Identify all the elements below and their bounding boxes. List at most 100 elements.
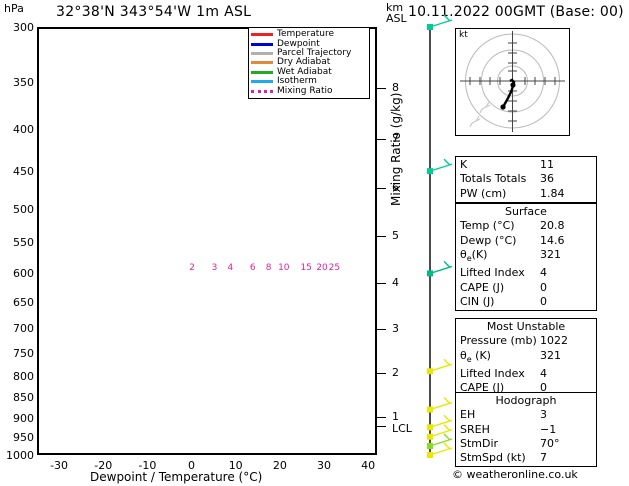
wind-barb-975 — [429, 433, 453, 447]
stat-row: PW (cm) 1.84 — [456, 187, 596, 201]
height-tick-7: 7 — [392, 131, 399, 145]
pressure-axis-unit: hPa — [4, 2, 24, 15]
legend-label: Isotherm — [277, 76, 317, 87]
mixing-ratio-axis-title: Mixing Ratio (g/kg) — [389, 92, 403, 206]
hodograph-panel[interactable]: kt — [455, 28, 570, 136]
legend-swatch-icon — [251, 51, 273, 55]
stat-row: θe (K) 321 — [456, 349, 596, 367]
height-axis-unit-line2: ASL — [386, 12, 407, 25]
stat-value: 3 — [540, 408, 547, 422]
pressure-tick-900: 900 — [13, 411, 34, 425]
page-title: 32°38'N 343°54'W 1m ASL — [56, 4, 252, 20]
stat-row: StmSpd (kt) 7 — [456, 451, 596, 465]
height-tick-8: 8 — [392, 80, 399, 94]
mixing-ratio-label-20: 20 — [316, 263, 328, 274]
stat-value: −1 — [540, 422, 557, 436]
legend-label: Mixing Ratio — [277, 85, 333, 96]
mixing-ratio-label-6: 6 — [249, 263, 256, 274]
stat-label: PW (cm) — [460, 186, 507, 200]
height-axis-unit-line1: km — [386, 1, 404, 14]
temperature-tick-20: 20 — [272, 459, 287, 472]
mixing-ratio-label-25: 25 — [328, 263, 341, 274]
stat-row: Lifted Index 4 — [456, 266, 596, 280]
stat-label: CIN (J) — [460, 294, 495, 308]
stat-value: 14.6 — [540, 233, 565, 247]
legend-item-mixing-ratio: Mixing Ratio — [251, 86, 366, 95]
stat-label: θe(K) — [460, 247, 488, 264]
stat-value: 70° — [540, 436, 560, 450]
stat-value: 11 — [540, 158, 554, 171]
pressure-tick-750: 750 — [13, 346, 34, 360]
legend-item-parcel-trajectory: Parcel Trajectory — [251, 47, 366, 58]
legend-label: Parcel Trajectory — [277, 47, 352, 58]
stat-value: 1022 — [540, 334, 568, 348]
stat-value: 36 — [540, 172, 554, 186]
mixing-ratio-label-4: 4 — [227, 263, 234, 274]
stat-row: Lifted Index 4 — [456, 367, 596, 381]
stat-label: SREH — [460, 422, 490, 436]
pressure-tick-1000: 1000 — [6, 449, 34, 462]
legend-label: Dewpoint — [277, 38, 320, 49]
stat-label: StmDir — [460, 436, 499, 450]
height-tick-mark-5 — [377, 236, 386, 238]
stat-label: Pressure (mb) — [460, 334, 537, 348]
mixing-ratio-label-8: 8 — [265, 263, 272, 274]
surface-panel: Surface Temp (°C) 20.8 Dewp (°C) 14.6 θe(K) 32… — [455, 203, 597, 312]
temperature-tick-40: 40 — [361, 459, 376, 472]
wind-barb-925 — [429, 414, 453, 428]
stat-value: 0 — [540, 381, 547, 395]
mixing-ratio-label-10: 10 — [278, 263, 290, 274]
legend-swatch-icon — [251, 70, 273, 74]
hodograph-canvas — [460, 31, 565, 132]
temperature-tick-0: 0 — [188, 459, 196, 472]
stat-row: StmDir 70° — [456, 437, 596, 451]
height-tick-mark-4 — [377, 282, 386, 284]
stat-row: SREH −1 — [456, 423, 596, 437]
height-tick-mark-6 — [377, 187, 386, 189]
date-title: 10.11.2022 00GMT (Base: 00) — [408, 4, 624, 20]
legend-swatch-icon — [251, 89, 273, 93]
temperature-tick--10: -10 — [138, 459, 157, 472]
stat-row: Dewp (°C) 14.6 — [456, 234, 596, 248]
height-tick-mark-8 — [377, 87, 386, 89]
stat-label: Dewp (°C) — [460, 233, 517, 247]
height-tick-1: 1 — [392, 410, 399, 424]
stat-row: CAPE (J) 0 — [456, 381, 596, 395]
height-tick-mark-7 — [377, 138, 386, 140]
stat-value: 0 — [540, 294, 547, 308]
mixing-ratio-label-15: 15 — [300, 263, 312, 274]
legend-label: Wet Adiabat — [277, 66, 332, 77]
pressure-tick-500: 500 — [13, 202, 34, 216]
stat-value: 321 — [540, 348, 561, 362]
stat-row: CAPE (J) 0 — [456, 281, 596, 295]
temperature-tick--20: -20 — [94, 459, 113, 472]
height-tick-5: 5 — [392, 229, 399, 243]
hodograph-stats-panel: Hodograph EH 3 SREH −1 StmDir 70° StmSpd (kt) 7 — [455, 392, 597, 468]
stat-row: Totals Totals 36 — [456, 172, 596, 186]
pressure-tick-950: 950 — [13, 430, 34, 444]
temperature-tick-30: 30 — [317, 459, 331, 472]
height-tick-mark-1 — [377, 417, 386, 419]
pressure-tick-700: 700 — [13, 322, 34, 336]
temperature-tick--30: -30 — [50, 459, 69, 472]
pressure-tick-350: 350 — [13, 75, 34, 89]
legend-item-isotherm: Isotherm — [251, 77, 366, 86]
legend-label: Temperature — [277, 29, 335, 40]
height-tick-6: 6 — [392, 180, 399, 194]
stat-value: 1.84 — [540, 186, 565, 200]
wind-barb-790 — [429, 358, 453, 372]
stat-label: CAPE (J) — [460, 280, 505, 294]
stat-row: θe(K) 321 — [456, 248, 596, 266]
stat-label: Temp (°C) — [460, 219, 515, 233]
height-tick-3: 3 — [392, 321, 399, 335]
wind-barb-880 — [429, 397, 453, 411]
stat-row: CIN (J) 0 — [456, 295, 596, 309]
stat-row: K 11 — [456, 158, 596, 172]
legend-item-dewpoint: Dewpoint — [251, 39, 366, 48]
chart-legend: Temperature Dewpoint Parcel Trajectory Dry … — [248, 27, 370, 99]
stat-value: 4 — [540, 266, 547, 280]
stat-label: CAPE (J) — [460, 381, 505, 395]
temperature-tick-10: 10 — [228, 459, 243, 472]
lcl-tick-mark — [377, 425, 386, 427]
stat-label: Totals Totals — [460, 172, 527, 186]
